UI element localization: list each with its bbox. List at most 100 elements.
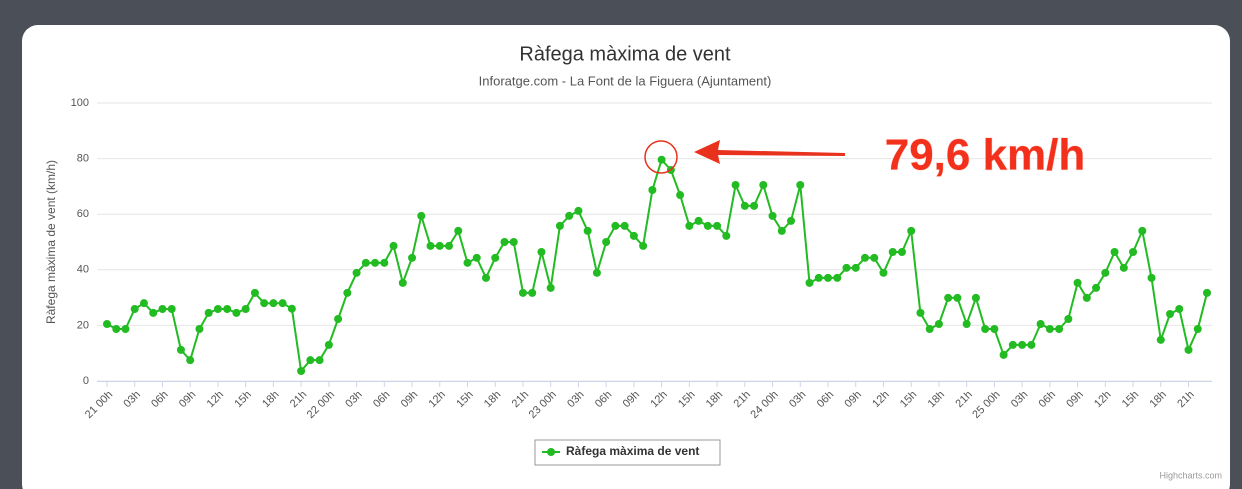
point-marker — [740, 201, 749, 210]
point-marker — [315, 356, 324, 365]
point-marker — [860, 253, 869, 262]
point-marker — [186, 356, 195, 365]
point-marker — [814, 273, 823, 282]
point-marker — [1184, 345, 1193, 354]
point-marker — [685, 221, 694, 230]
point-marker — [1175, 304, 1184, 313]
point-marker — [879, 268, 888, 277]
y-tick-label: 0 — [83, 375, 89, 387]
grid: 0 20 40 60 80 100 — [71, 97, 1212, 387]
point-marker — [297, 366, 306, 375]
point-marker — [269, 299, 278, 308]
y-tick-label: 20 — [77, 319, 89, 331]
chart-subtitle: Inforatge.com - La Font de la Figuera (A… — [479, 73, 772, 88]
point-marker — [204, 308, 213, 317]
point-marker — [103, 320, 111, 329]
point-marker — [565, 211, 574, 220]
point-marker — [934, 320, 943, 329]
point-marker — [787, 216, 796, 225]
point-marker — [971, 293, 980, 302]
point-marker — [648, 186, 657, 195]
point-marker — [389, 241, 398, 250]
point-marker — [112, 325, 121, 334]
point-marker — [158, 304, 167, 313]
point-marker — [1203, 288, 1211, 297]
point-marker — [676, 191, 685, 200]
point-marker — [1193, 325, 1202, 334]
point-marker — [149, 308, 158, 317]
point-marker — [1045, 325, 1054, 334]
point-marker — [611, 221, 620, 230]
point-marker — [121, 325, 130, 334]
point-marker — [343, 288, 352, 297]
point-marker — [574, 206, 583, 215]
point-marker — [731, 181, 740, 190]
annotation: 79,6 km/h — [885, 131, 1086, 180]
point-marker — [777, 226, 786, 235]
y-axis-label: Ràfega màxima de vent (km/h) — [44, 160, 58, 324]
point-marker — [213, 304, 222, 313]
point-marker — [583, 226, 592, 235]
point-marker — [1055, 325, 1064, 334]
point-marker — [629, 231, 638, 240]
point-marker — [1082, 293, 1091, 302]
point-marker — [870, 253, 879, 262]
point-marker — [130, 304, 139, 313]
point-marker — [537, 248, 546, 257]
point-marker — [694, 216, 703, 225]
point-marker — [1027, 340, 1036, 349]
point-marker — [1129, 248, 1138, 257]
point-marker — [722, 231, 731, 240]
point-marker — [491, 253, 500, 262]
point-marker — [352, 268, 361, 277]
chart-title: Ràfega màxima de vent — [519, 43, 731, 65]
point-marker — [398, 278, 407, 287]
point-marker — [805, 278, 814, 287]
point-marker — [546, 283, 555, 292]
point-marker — [796, 181, 805, 190]
point-marker — [306, 356, 315, 365]
y-tick-label: 80 — [77, 153, 89, 165]
point-marker — [999, 350, 1008, 359]
point-marker — [528, 288, 537, 297]
legend-label: Ràfega màxima de vent — [566, 444, 699, 458]
chart-panel — [22, 25, 1230, 489]
highlight-circle — [644, 140, 678, 174]
point-marker — [361, 258, 370, 267]
point-marker — [250, 288, 259, 297]
point-marker — [435, 241, 444, 250]
point-marker — [759, 181, 768, 190]
point-marker — [481, 273, 490, 282]
legend-box — [534, 439, 721, 466]
annotation-arrow — [694, 140, 845, 164]
point-marker — [657, 155, 666, 164]
point-marker — [278, 299, 287, 308]
point-marker — [1156, 335, 1165, 344]
point-marker — [620, 221, 629, 230]
point-marker — [916, 308, 925, 317]
credits: Highcharts.com — [1159, 470, 1222, 480]
point-marker — [750, 201, 759, 210]
point-marker — [463, 258, 472, 267]
point-marker — [1018, 340, 1027, 349]
point-marker — [981, 325, 990, 334]
point-marker — [417, 211, 426, 220]
point-marker — [380, 258, 389, 267]
point-marker — [907, 226, 916, 235]
point-marker — [241, 304, 250, 313]
point-marker — [139, 299, 148, 308]
point-marker — [713, 221, 722, 230]
point-marker — [639, 241, 648, 250]
point-marker — [1110, 248, 1119, 257]
point-marker — [962, 320, 971, 329]
point-marker — [334, 315, 343, 324]
point-marker — [1119, 263, 1128, 272]
point-marker — [324, 340, 333, 349]
point-marker — [472, 253, 481, 262]
point-marker — [953, 293, 962, 302]
point-marker — [1064, 315, 1073, 324]
point-marker — [768, 211, 777, 220]
point-marker — [223, 304, 232, 313]
point-marker — [944, 293, 953, 302]
legend-marker — [547, 448, 555, 456]
